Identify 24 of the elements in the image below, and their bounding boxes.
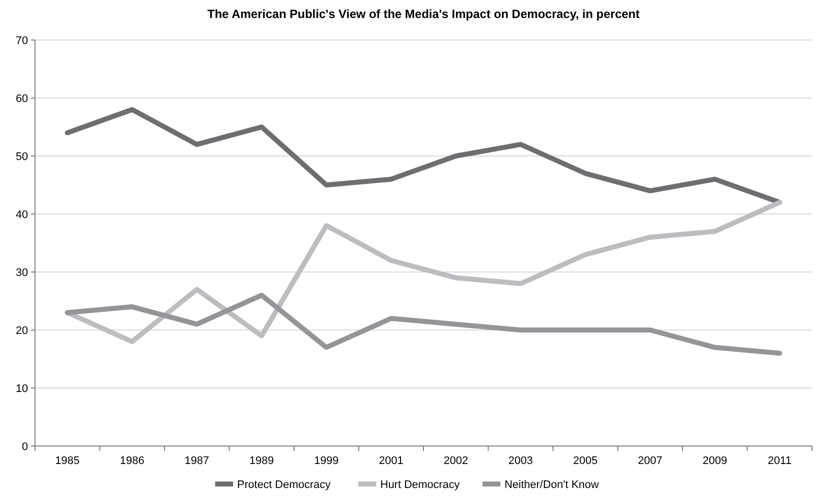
- y-tick-label: 10: [16, 383, 28, 395]
- legend-label: Hurt Democracy: [380, 479, 460, 491]
- y-tick-label: 40: [16, 209, 28, 221]
- x-tick-label: 1987: [184, 455, 210, 467]
- legend-label: Protect Democracy: [237, 479, 332, 491]
- x-tick-label: 1999: [314, 455, 339, 467]
- y-tick-label: 30: [16, 267, 28, 279]
- legend-label: Neither/Don't Know: [504, 479, 599, 491]
- y-tick-label: 0: [22, 441, 28, 453]
- y-tick-label: 60: [16, 93, 28, 105]
- x-tick-label: 2009: [702, 455, 728, 467]
- x-tick-label: 1986: [120, 455, 144, 467]
- x-tick-label: 2003: [508, 455, 533, 467]
- y-tick-label: 20: [16, 325, 28, 337]
- x-tick-label: 2005: [573, 455, 598, 467]
- x-tick-label: 2002: [444, 455, 468, 467]
- x-tick-label: 1989: [249, 455, 274, 467]
- x-tick-label: 2001: [378, 455, 404, 467]
- x-tick-label: 2007: [638, 455, 662, 467]
- chart-title: The American Public's View of the Media's Impact on Democracy, in percent: [207, 7, 640, 21]
- y-tick-label: 70: [16, 35, 28, 47]
- x-tick-label: 1985: [55, 455, 80, 467]
- y-tick-label: 50: [16, 151, 28, 163]
- x-tick-label: 2011: [768, 455, 792, 467]
